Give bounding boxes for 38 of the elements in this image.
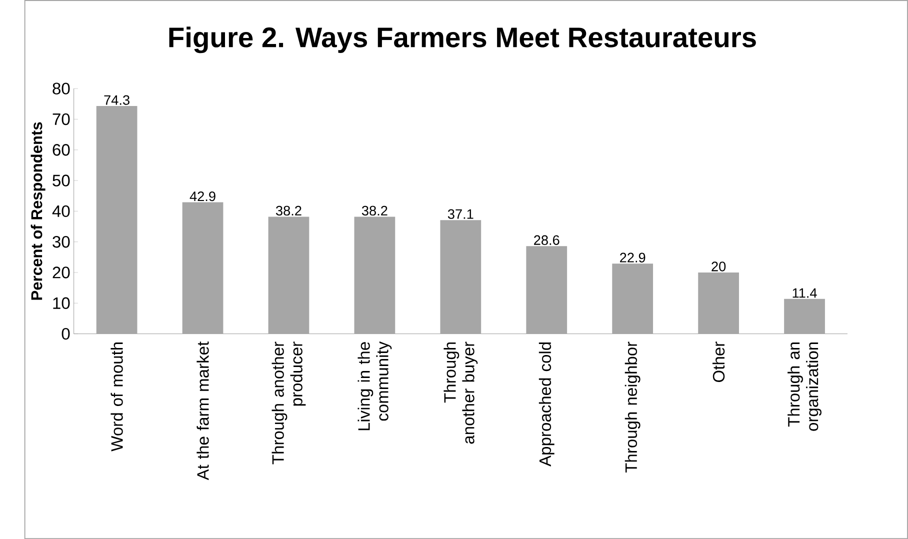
data-label: 38.2 [276, 206, 302, 216]
x-tick-label: Other [712, 342, 725, 382]
data-label: 28.6 [534, 235, 560, 245]
data-label: 11.4 [792, 288, 817, 298]
bar [698, 272, 739, 334]
bar [440, 220, 482, 334]
x-tick-label: Through another buyer [444, 342, 478, 444]
y-tick-label: 30 [52, 236, 70, 248]
chart-title: Figure 2. Ways Farmers Meet Restaurateurs [169, 26, 756, 54]
data-label: 20 [712, 262, 726, 272]
x-tick-label: Living in the community [358, 341, 392, 430]
y-tick-label: 40 [52, 205, 70, 217]
x-tick-label: At the farm market [196, 341, 209, 480]
bar [268, 216, 310, 334]
bar [96, 106, 138, 334]
y-tick-label: 10 [53, 297, 70, 309]
y-tick-label: 50 [52, 174, 70, 186]
y-tick-label: 0 [62, 328, 70, 340]
bar [354, 216, 396, 334]
y-tick-label: 80 [52, 82, 70, 94]
y-axis-title: Percent of Respondents [30, 122, 46, 300]
data-label: 22.9 [620, 252, 646, 262]
data-label: 42.9 [190, 191, 216, 202]
x-tick-label: Through an organization [788, 342, 822, 431]
bar [784, 298, 825, 334]
x-tick-label: Through neighbor [624, 342, 640, 472]
y-tick-label: 60 [52, 144, 70, 156]
bar [182, 202, 224, 334]
bar [526, 246, 568, 334]
bar [612, 264, 654, 334]
data-label: 37.1 [448, 209, 474, 219]
x-tick-label: Through another producer [272, 342, 306, 464]
data-label: 74.3 [104, 95, 130, 105]
x-tick-label: Approached cold [538, 342, 554, 466]
y-tick-label: 70 [52, 113, 70, 126]
x-tick-label: Word of mouth [110, 342, 123, 452]
y-tick-label: 20 [52, 266, 70, 278]
data-label: 38.2 [362, 206, 388, 216]
